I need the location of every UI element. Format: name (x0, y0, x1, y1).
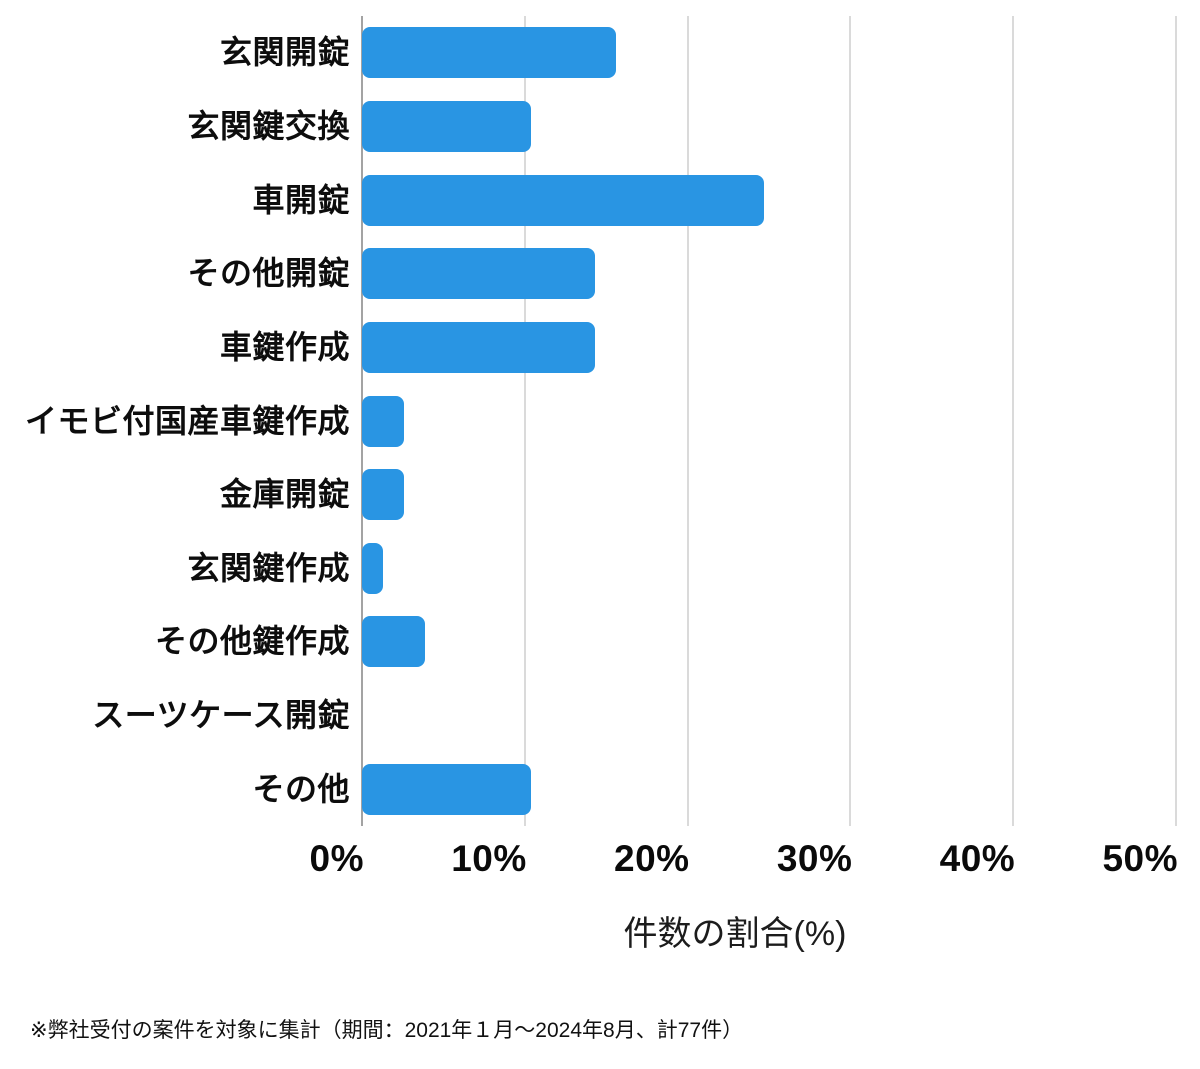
gridline (1012, 16, 1015, 826)
category-label: 車鍵作成 (219, 328, 350, 365)
category-label: その他 (252, 770, 350, 807)
x-axis-title: 件数の割合(%) (623, 915, 847, 953)
gridline (523, 16, 526, 826)
category-label: イモビ付国産車鍵作成 (24, 402, 350, 439)
bar (362, 542, 384, 594)
category-label: その他鍵作成 (154, 623, 350, 660)
bar (362, 616, 426, 668)
bar (362, 100, 532, 152)
x-tick-label: 0% (309, 838, 364, 879)
category-label: 車開錠 (252, 181, 350, 218)
gridline (686, 16, 689, 826)
bar (362, 395, 405, 447)
bar (362, 248, 595, 300)
x-tick-label: 40% (939, 838, 1016, 879)
category-label: スーツケース開錠 (92, 697, 350, 734)
bar (362, 469, 405, 521)
y-axis-labels: 玄関開錠玄関鍵交換車開錠その他開錠車鍵作成イモビ付国産車鍵作成金庫開錠玄関鍵作成… (0, 16, 350, 826)
gridline (1175, 16, 1177, 826)
category-label: 玄関鍵作成 (187, 549, 350, 586)
plot-area (361, 16, 1177, 826)
category-label: 玄関開錠 (219, 34, 350, 71)
category-label: 金庫開錠 (219, 476, 350, 513)
bar (362, 174, 764, 226)
x-tick-label: 10% (451, 838, 527, 879)
footnote: ※弊社受付の案件を対象に集計（期間：2021年１月～2024年8月、計77件） (30, 1019, 744, 1042)
bar (362, 763, 532, 815)
gridline (849, 16, 852, 826)
x-tick-label: 20% (614, 838, 690, 879)
bar (362, 27, 616, 79)
category-label: 玄関鍵交換 (187, 107, 350, 144)
bar (362, 321, 595, 373)
category-label: その他開錠 (187, 255, 350, 292)
x-tick-label: 50% (1102, 838, 1178, 879)
x-tick-label: 30% (776, 838, 853, 879)
